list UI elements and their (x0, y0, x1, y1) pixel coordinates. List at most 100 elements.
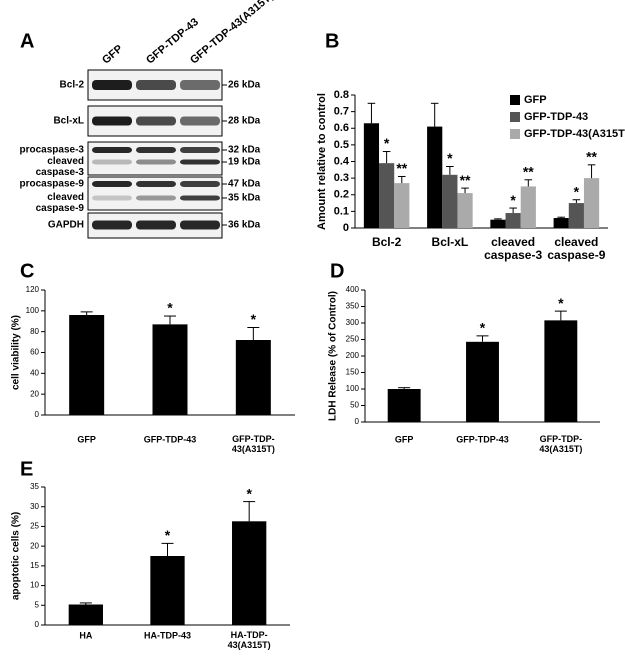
y-tick-label: 5 (35, 600, 40, 609)
y-tick-label: 100 (26, 306, 40, 315)
blot-band (180, 147, 220, 153)
y-tick-label: 0.5 (334, 139, 349, 151)
blot-band (180, 116, 220, 126)
significance: * (165, 527, 171, 543)
blot-band (92, 181, 132, 187)
panel-letter: E (20, 458, 33, 480)
legend-swatch (510, 129, 520, 139)
x-tick-label: cleaved caspase-3 (484, 235, 542, 262)
bar (235, 340, 271, 415)
y-tick-label: 350 (346, 302, 360, 311)
bar (505, 213, 521, 228)
y-axis-label: cell viability (%) (11, 315, 22, 390)
bar (442, 174, 458, 228)
x-tick-label: HA-TDP-43 (144, 630, 191, 640)
significance: * (384, 135, 390, 151)
bar (394, 183, 410, 228)
blot-band (180, 220, 220, 230)
y-tick-label: 0 (35, 410, 40, 419)
y-axis-label: LDH Release (% of Control) (328, 291, 339, 421)
blot-band (180, 159, 220, 165)
bar (583, 178, 600, 228)
x-tick-label: Bcl-2 (372, 235, 402, 249)
x-tick-label: cleaved caspase-9 (547, 235, 605, 262)
y-tick-label: 200 (346, 351, 360, 360)
y-axis-label: Amount relative to control (316, 93, 328, 230)
blot-row-label: cleaved caspase-9 (36, 192, 85, 214)
blot-band (136, 181, 176, 187)
bar (568, 203, 584, 228)
blot-band (92, 147, 132, 153)
y-tick-label: 50 (350, 401, 359, 410)
legend-label: GFP (524, 94, 547, 106)
x-tick-label: GFP (77, 434, 96, 444)
bar (150, 556, 185, 625)
x-tick-label: GFP (395, 434, 414, 444)
significance: ** (396, 160, 407, 176)
legend-label: GFP-TDP-43 (524, 111, 588, 123)
y-tick-label: 25 (30, 522, 39, 531)
blot-band (136, 195, 176, 201)
bar (387, 389, 421, 422)
y-tick-label: 0.3 (334, 172, 349, 184)
significance: * (480, 320, 486, 336)
bar (490, 219, 506, 228)
blot-band (180, 80, 220, 90)
y-tick-label: 80 (30, 327, 39, 336)
bar (544, 320, 578, 422)
legend-swatch (510, 95, 520, 105)
blot-size-label: 35 kDa (228, 193, 261, 204)
bar (427, 126, 443, 228)
significance: * (574, 183, 580, 199)
y-tick-label: 20 (30, 389, 39, 398)
significance: * (558, 295, 564, 311)
blot-row-label: procaspase-3 (20, 145, 85, 156)
panel-letter: D (330, 260, 344, 282)
blot-size-label: 32 kDa (228, 145, 261, 156)
x-tick-label: GFP-TDP-43 (144, 434, 197, 444)
blot-row-label: Bcl-xL (53, 116, 84, 127)
blot-band (136, 80, 176, 90)
y-tick-label: 250 (346, 335, 360, 344)
bar (520, 186, 536, 228)
bar (152, 324, 188, 415)
bar (457, 193, 473, 228)
x-tick-label: GFP-TDP-43 (456, 434, 509, 444)
significance: ** (460, 172, 471, 188)
y-tick-label: 35 (30, 482, 39, 491)
bar (466, 341, 499, 422)
y-tick-label: 0.6 (334, 122, 349, 134)
y-tick-label: 15 (30, 561, 39, 570)
blot-band (92, 80, 132, 90)
x-tick-label: GFP-TDP-43(A315T) (232, 434, 275, 454)
blot-band (136, 147, 176, 153)
blot-size-label: 28 kDa (228, 116, 261, 127)
y-tick-label: 0.1 (334, 205, 349, 217)
y-tick-label: 400 (346, 285, 360, 294)
y-tick-label: 0 (35, 620, 40, 629)
y-axis-label: apoptotic cells (%) (11, 512, 22, 600)
bar (69, 315, 105, 415)
bar (232, 521, 267, 625)
panel-letter: B (325, 30, 339, 52)
y-tick-label: 0 (343, 222, 349, 234)
y-tick-label: 40 (30, 368, 39, 377)
blot-band (92, 116, 132, 126)
y-tick-label: 30 (30, 502, 39, 511)
legend-label: GFP-TDP-43(A315T) (524, 128, 625, 140)
blot-size-label: 36 kDa (228, 220, 261, 231)
panel-letter: C (20, 260, 34, 282)
significance: * (510, 192, 516, 208)
x-tick-label: GFP-TDP-43(A315T) (539, 434, 582, 454)
blot-band (92, 195, 132, 201)
y-tick-label: 0.7 (334, 106, 349, 118)
significance: * (167, 300, 173, 316)
blot-band (136, 220, 176, 230)
y-tick-label: 20 (30, 541, 39, 550)
significance: * (251, 311, 257, 327)
bar (363, 123, 380, 228)
blot-row-label: GAPDH (48, 220, 84, 231)
significance: * (246, 485, 252, 501)
significance: ** (586, 149, 597, 165)
